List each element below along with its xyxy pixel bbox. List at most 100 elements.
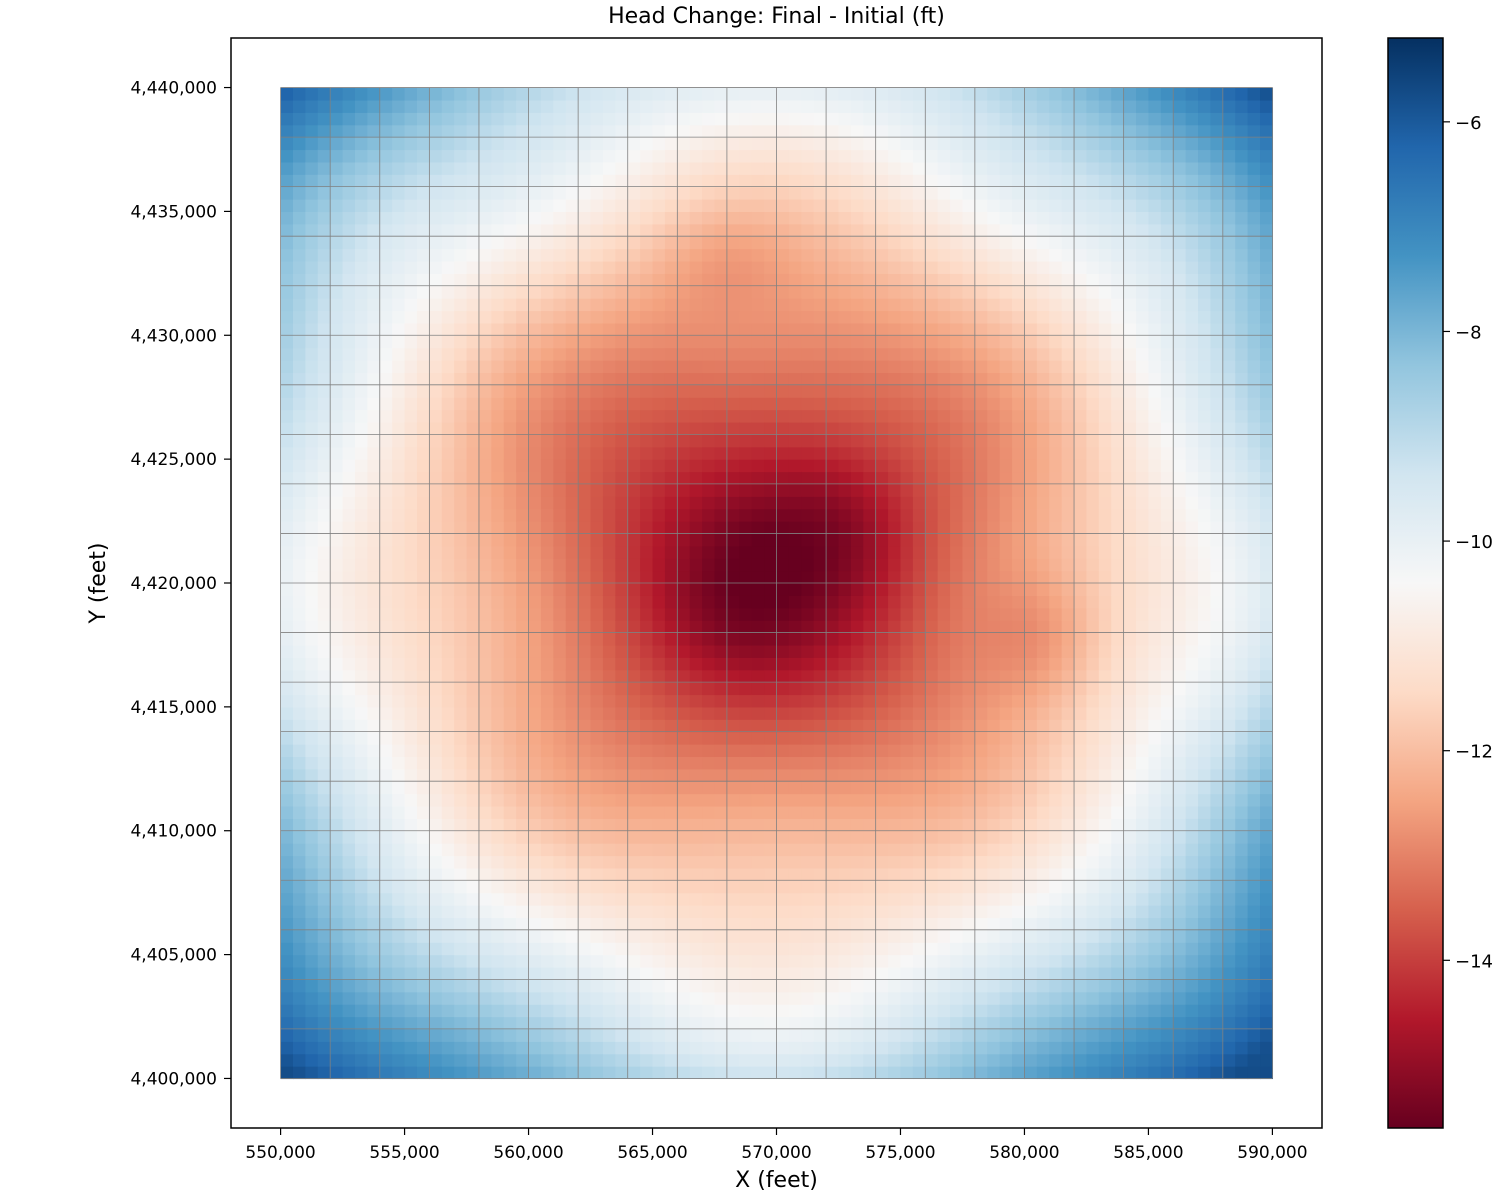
heatmap-cell bbox=[627, 558, 641, 572]
heatmap-cell bbox=[540, 979, 554, 993]
heatmap-cell bbox=[863, 322, 877, 336]
heatmap-cell bbox=[850, 892, 864, 906]
heatmap-cell bbox=[999, 112, 1013, 126]
heatmap-cell bbox=[317, 384, 331, 398]
heatmap-cell bbox=[379, 929, 393, 943]
heatmap-cell bbox=[739, 929, 753, 943]
heatmap-cell bbox=[764, 335, 778, 349]
heatmap-cell bbox=[974, 558, 988, 572]
heatmap-cell bbox=[404, 87, 418, 101]
heatmap-cell bbox=[317, 694, 331, 708]
heatmap-cell bbox=[950, 322, 964, 336]
heatmap-cell bbox=[987, 892, 1001, 906]
heatmap-cell bbox=[999, 446, 1013, 460]
heatmap-cell bbox=[863, 1041, 877, 1055]
heatmap-cell bbox=[367, 1004, 381, 1018]
heatmap-cell bbox=[875, 384, 889, 398]
heatmap-cell bbox=[478, 744, 492, 758]
heatmap-cell bbox=[664, 273, 678, 287]
heatmap-cell bbox=[441, 595, 455, 609]
heatmap-cell bbox=[863, 211, 877, 225]
heatmap-cell bbox=[863, 421, 877, 435]
heatmap-cell bbox=[863, 669, 877, 683]
heatmap-cell bbox=[850, 508, 864, 522]
heatmap-cell bbox=[677, 1041, 691, 1055]
heatmap-cell bbox=[974, 384, 988, 398]
heatmap-cell bbox=[838, 545, 852, 559]
heatmap-cell bbox=[578, 744, 592, 758]
heatmap-cell bbox=[478, 298, 492, 312]
heatmap-cell bbox=[540, 533, 554, 547]
heatmap-cell bbox=[739, 1041, 753, 1055]
heatmap-cell bbox=[726, 384, 740, 398]
heatmap-cell bbox=[317, 421, 331, 435]
heatmap-cell bbox=[305, 570, 319, 584]
heatmap-cell bbox=[875, 1004, 889, 1018]
heatmap-cell bbox=[788, 285, 802, 299]
heatmap-cell bbox=[664, 595, 678, 609]
heatmap-cell bbox=[677, 595, 691, 609]
heatmap-cell bbox=[875, 818, 889, 832]
heatmap-cell bbox=[702, 1041, 716, 1055]
heatmap-cell bbox=[652, 1028, 666, 1042]
heatmap-cell bbox=[974, 236, 988, 250]
heatmap-cell bbox=[528, 483, 542, 497]
heatmap-cell bbox=[317, 843, 331, 857]
heatmap-cell bbox=[726, 236, 740, 250]
heatmap-cell bbox=[602, 149, 616, 163]
heatmap-cell bbox=[726, 756, 740, 770]
heatmap-cell bbox=[354, 459, 368, 473]
heatmap-cell bbox=[974, 248, 988, 262]
heatmap-cell bbox=[751, 744, 765, 758]
heatmap-cell bbox=[627, 446, 641, 460]
heatmap-cell bbox=[937, 768, 951, 782]
heatmap-cell bbox=[578, 905, 592, 919]
heatmap-cell bbox=[974, 186, 988, 200]
heatmap-cell bbox=[330, 161, 344, 175]
heatmap-cell bbox=[441, 434, 455, 448]
heatmap-cell bbox=[466, 905, 480, 919]
heatmap-cell bbox=[503, 880, 517, 894]
heatmap-cell bbox=[280, 917, 294, 931]
heatmap-cell bbox=[565, 508, 579, 522]
heatmap-cell bbox=[441, 483, 455, 497]
heatmap-cell bbox=[578, 137, 592, 151]
heatmap-cell bbox=[404, 558, 418, 572]
heatmap-cell bbox=[354, 397, 368, 411]
heatmap-cell bbox=[925, 818, 939, 832]
heatmap-cell bbox=[652, 892, 666, 906]
heatmap-cell bbox=[999, 421, 1013, 435]
heatmap-cell bbox=[764, 669, 778, 683]
heatmap-cell bbox=[280, 657, 294, 671]
heatmap-cell bbox=[974, 966, 988, 980]
heatmap-cell bbox=[503, 360, 517, 374]
heatmap-cell bbox=[826, 719, 840, 733]
heatmap-cell bbox=[540, 855, 554, 869]
heatmap-cell bbox=[429, 211, 443, 225]
heatmap-cell bbox=[292, 521, 306, 535]
heatmap-cell bbox=[516, 929, 530, 943]
heatmap-cell bbox=[280, 669, 294, 683]
heatmap-cell bbox=[999, 199, 1013, 213]
heatmap-cell bbox=[404, 149, 418, 163]
heatmap-cell bbox=[1036, 397, 1050, 411]
heatmap-cell bbox=[292, 954, 306, 968]
heatmap-cell bbox=[714, 322, 728, 336]
heatmap-cell bbox=[664, 1041, 678, 1055]
heatmap-cell bbox=[987, 966, 1001, 980]
heatmap-cell bbox=[1036, 595, 1050, 609]
heatmap-cell bbox=[974, 1004, 988, 1018]
heatmap-cell bbox=[354, 855, 368, 869]
heatmap-cell bbox=[974, 855, 988, 869]
heatmap-cell bbox=[528, 756, 542, 770]
heatmap-cell bbox=[689, 483, 703, 497]
heatmap-cell bbox=[726, 112, 740, 126]
heatmap-cell bbox=[776, 310, 790, 324]
heatmap-cell bbox=[788, 446, 802, 460]
heatmap-cell bbox=[875, 471, 889, 485]
heatmap-cell bbox=[937, 99, 951, 113]
heatmap-cell bbox=[516, 310, 530, 324]
heatmap-cell bbox=[392, 991, 406, 1005]
heatmap-cell bbox=[342, 372, 356, 386]
heatmap-cell bbox=[516, 744, 530, 758]
